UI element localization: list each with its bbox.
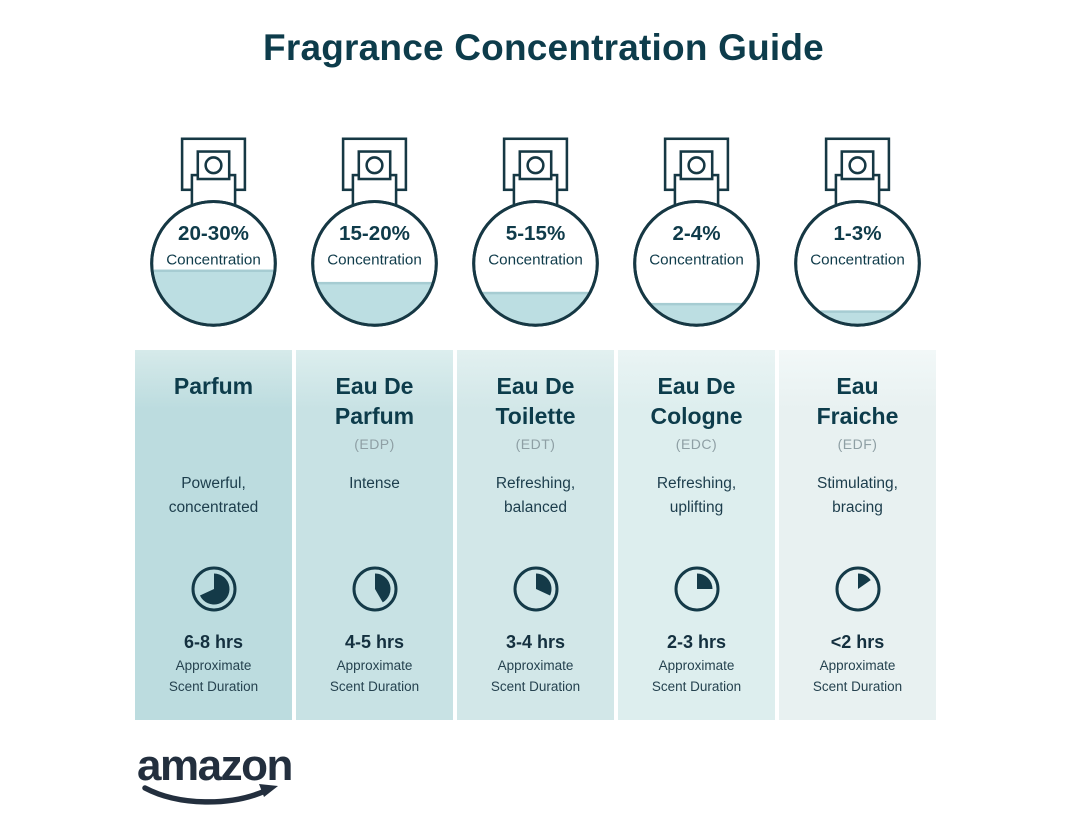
bottle-eau-de-toilette: 5-15% Concentration [457,134,614,330]
category-description: Powerful, concentrated [168,475,259,516]
bottle-row: 20-30% Concentration 15-20% Concentratio… [135,134,936,330]
liquid-surface [636,303,757,306]
nozzle-hole-icon [365,156,384,175]
nozzle-hole-icon [687,156,706,175]
duration-clock-icon [135,556,292,622]
concentration-value: 5-15% [506,222,566,245]
duration-caption: Approximate Scent Duration [812,658,903,694]
category-description: Refreshing, balanced [495,475,576,516]
category-abbreviation: (EDC) [675,436,718,453]
duration-caption: Approximate Scent Duration [168,658,259,694]
category-abbreviation: (EDF) [837,436,878,453]
amazon-wordmark: amazon [137,741,293,791]
column-eau-de-parfum: Eau De Parfum (EDP) Intense 4-5 hrs Appr… [296,350,453,721]
column-eau-de-cologne: Eau De Cologne (EDC) Refreshing, uplifti… [618,350,775,721]
category-abbreviation: (EDP) [354,436,395,453]
perfume-bottle-icon: 15-20% Concentration [311,137,438,328]
category-name: Eau De Cologne [650,373,743,430]
duration-caption: Approximate Scent Duration [490,658,581,694]
concentration-label: Concentration [810,252,905,269]
category-name: Eau De Parfum [334,373,415,430]
bottle-eau-de-parfum: 15-20% Concentration [296,134,453,330]
duration-value: 3-4 hrs [505,632,566,653]
bottle-liquid [475,292,596,325]
duration-clock-icon [457,556,614,622]
category-name: Parfum [173,373,254,400]
liquid-surface [314,282,435,285]
duration-caption: Approximate Scent Duration [651,658,742,694]
column-eau-fraiche: Eau Fraiche (EDF) Stimulating, bracing <… [779,350,936,721]
duration-value: 6-8 hrs [183,632,244,653]
bottle-liquid [153,269,274,325]
page-title: Fragrance Concentration Guide [263,27,824,68]
concentration-label: Concentration [327,252,422,269]
perfume-bottle-icon: 5-15% Concentration [472,137,599,328]
category-description: Refreshing, uplifting [656,475,737,516]
concentration-value: 15-20% [339,222,410,245]
duration-clock-icon [296,556,453,622]
nozzle-hole-icon [848,156,867,175]
concentration-label: Concentration [488,252,583,269]
nozzle-hole-icon [526,156,545,175]
bottle-eau-fraiche: 1-3% Concentration [779,134,936,330]
perfume-bottle-icon: 20-30% Concentration [150,137,277,328]
liquid-surface [475,292,596,295]
concentration-label: Concentration [649,252,744,269]
bottle-eau-de-cologne: 2-4% Concentration [618,134,775,330]
column-parfum: Parfum Powerful, concentrated 6-8 hrs Ap… [135,350,292,721]
concentration-value: 2-4% [672,222,720,245]
category-name: Eau De Toilette [495,373,576,430]
duration-value: 2-3 hrs [666,632,727,653]
category-name: Eau Fraiche [816,373,899,430]
nozzle-hole-icon [204,156,223,175]
bottle-liquid [636,303,757,325]
duration-caption: Approximate Scent Duration [329,658,420,694]
category-description: Stimulating, bracing [817,475,898,516]
duration-clock-icon [779,556,936,622]
bottle-parfum: 20-30% Concentration [135,134,292,330]
perfume-bottle-icon: 1-3% Concentration [794,137,921,328]
duration-value: 4-5 hrs [344,632,405,653]
concentration-value: 1-3% [833,222,881,245]
category-abbreviation: (EDT) [515,436,556,453]
category-description: Intense [349,475,400,493]
category-columns: Parfum Powerful, concentrated 6-8 hrs Ap… [135,350,936,721]
amazon-smile-icon [142,784,278,806]
concentration-value: 20-30% [178,222,249,245]
amazon-logo: amazon [137,744,307,808]
liquid-surface [153,269,274,273]
perfume-bottle-icon: 2-4% Concentration [633,137,760,328]
concentration-label: Concentration [166,252,261,269]
liquid-surface [797,310,918,314]
category-abbreviation [135,436,292,460]
column-eau-de-toilette: Eau De Toilette (EDT) Refreshing, balanc… [457,350,614,721]
duration-clock-icon [618,556,775,622]
duration-value: <2 hrs [830,632,885,653]
